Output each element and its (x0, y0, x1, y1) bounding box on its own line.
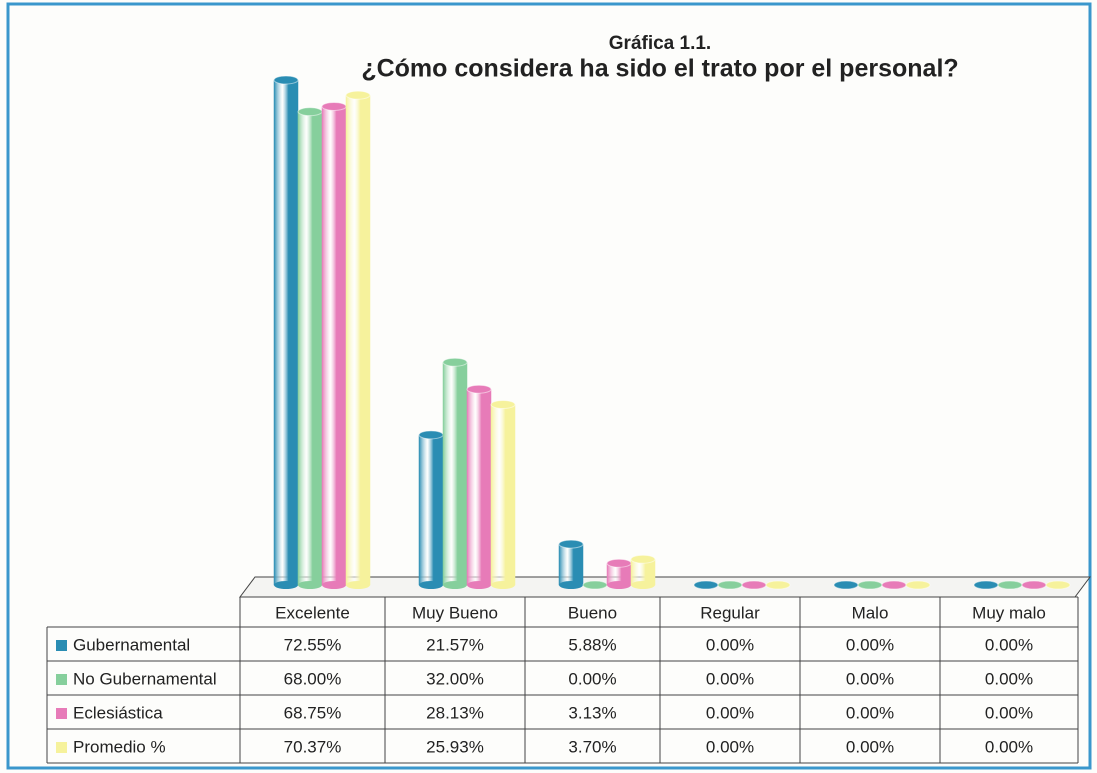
category-label: Malo (852, 603, 889, 622)
category-label: Muy malo (972, 603, 1046, 622)
bar (558, 543, 584, 586)
value-label: 0.00% (846, 669, 894, 688)
bar-base (298, 581, 322, 589)
bar-cap (765, 580, 791, 590)
bar-cap (1021, 580, 1047, 590)
bar-cap (466, 384, 492, 394)
legend-swatch (56, 640, 67, 651)
value-label: 3.13% (568, 703, 616, 722)
bar-cap (973, 580, 999, 590)
legend-swatch (56, 708, 67, 719)
category-label: Muy Bueno (412, 603, 498, 622)
legend-swatch (56, 742, 67, 753)
bar-base (322, 581, 346, 589)
bar-base (346, 581, 370, 589)
bar-cap (833, 580, 859, 590)
value-label: 0.00% (985, 703, 1033, 722)
bar-cap (630, 554, 656, 564)
category-label: Bueno (568, 603, 617, 622)
bar-cap (442, 357, 468, 367)
bar (297, 111, 323, 586)
bar-base (443, 581, 467, 589)
bar-cap (606, 558, 632, 568)
legend-label: Eclesiástica (73, 703, 163, 722)
bar-cap (582, 580, 608, 590)
category-label: Regular (700, 603, 760, 622)
bar (442, 362, 468, 586)
legend-label: No Gubernamental (73, 669, 217, 688)
bar-base (631, 581, 655, 589)
value-label: 0.00% (985, 669, 1033, 688)
value-label: 0.00% (706, 669, 754, 688)
bar-cap (321, 101, 347, 111)
bar-cap (741, 580, 767, 590)
bar-cap (905, 580, 931, 590)
bar-cap (273, 75, 299, 85)
value-label: 70.37% (284, 737, 342, 756)
value-label: 0.00% (846, 703, 894, 722)
bar-base (607, 581, 631, 589)
legend-label: Promedio % (73, 737, 166, 756)
bar-cap (693, 580, 719, 590)
bar (490, 404, 516, 586)
bar-cap (418, 430, 444, 440)
bar (466, 388, 492, 586)
value-label: 68.75% (284, 703, 342, 722)
bar-cap (997, 580, 1023, 590)
bar-base (491, 581, 515, 589)
value-label: 32.00% (426, 669, 484, 688)
value-label: 21.57% (426, 635, 484, 654)
bar (345, 94, 371, 586)
bar-cap (857, 580, 883, 590)
value-label: 0.00% (846, 635, 894, 654)
value-label: 0.00% (985, 635, 1033, 654)
bar-cap (881, 580, 907, 590)
legend-swatch (56, 674, 67, 685)
value-label: 0.00% (706, 703, 754, 722)
value-label: 0.00% (706, 635, 754, 654)
value-label: 28.13% (426, 703, 484, 722)
value-label: 68.00% (284, 669, 342, 688)
legend-label: Gubernamental (73, 635, 190, 654)
bar-cap (1045, 580, 1071, 590)
bar-cap (558, 539, 584, 549)
bar-base (274, 581, 298, 589)
value-label: 72.55% (284, 635, 342, 654)
bar-cap (717, 580, 743, 590)
bar-base (419, 581, 443, 589)
value-label: 25.93% (426, 737, 484, 756)
value-label: 0.00% (706, 737, 754, 756)
value-label: 0.00% (985, 737, 1033, 756)
bar-cap (297, 107, 323, 117)
value-label: 5.88% (568, 635, 616, 654)
chart-subtitle: ¿Cómo considera ha sido el trato por el … (361, 55, 958, 83)
bar (418, 434, 444, 586)
bar-cap (345, 90, 371, 100)
category-label: Excelente (275, 603, 350, 622)
bar-base (559, 581, 583, 589)
value-label: 0.00% (568, 669, 616, 688)
frame (6, 2, 1092, 770)
bar (273, 79, 299, 586)
bar-base (467, 581, 491, 589)
bar-cap (490, 400, 516, 410)
bar (321, 106, 347, 586)
chart-title: Gráfica 1.1. (609, 33, 711, 54)
value-label: 3.70% (568, 737, 616, 756)
value-label: 0.00% (846, 737, 894, 756)
